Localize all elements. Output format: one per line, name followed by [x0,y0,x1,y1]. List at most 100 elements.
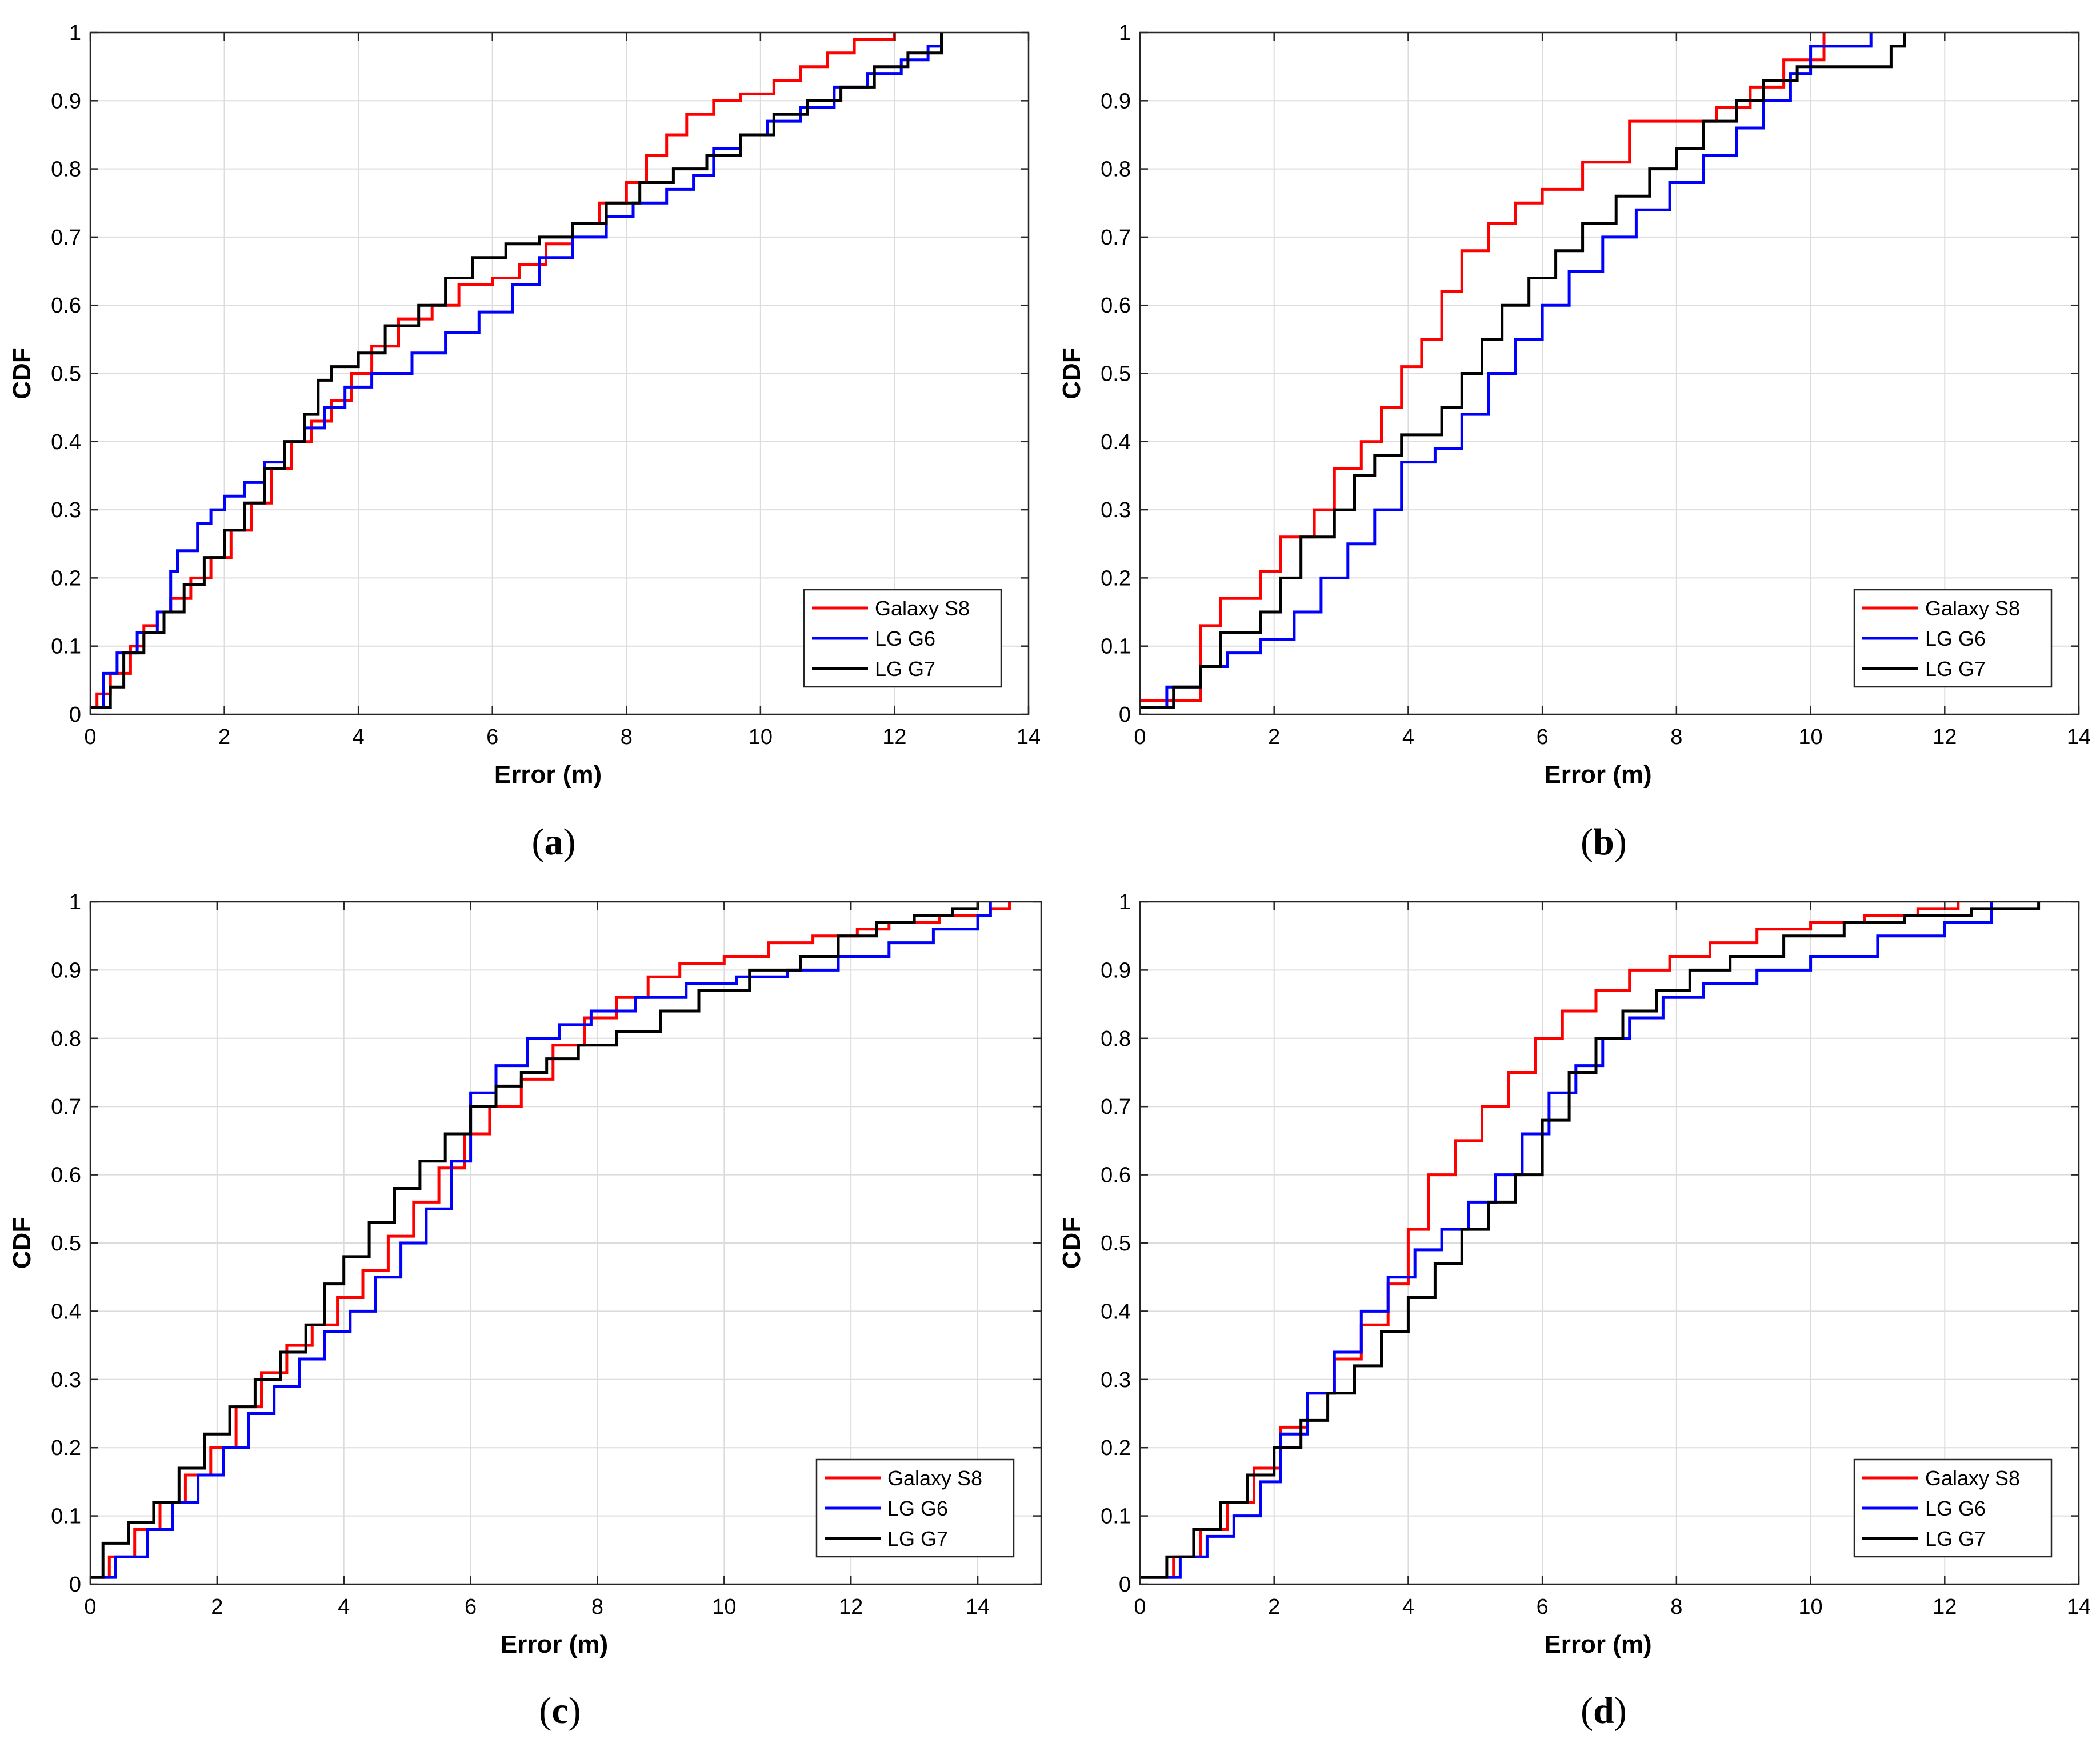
legend-label: LG G7 [1925,1527,1986,1550]
y-tick-label: 0.4 [1101,1300,1131,1324]
x-tick-label: 12 [1933,725,1957,749]
y-tick-label: 0 [69,1573,81,1597]
x-tick-label: 0 [84,725,96,749]
x-tick-label: 8 [1670,725,1682,749]
y-axis-label: CDF [8,347,36,399]
x-tick-label: 12 [1933,1595,1957,1619]
y-tick-label: 0.2 [1101,1436,1131,1460]
x-tick-label: 14 [966,1595,990,1619]
y-tick-label: 0.6 [51,1164,81,1188]
y-tick-label: 0.9 [1101,89,1131,113]
y-tick-label: 1 [1119,890,1131,914]
panel-b: 00.10.20.30.40.50.60.70.80.910 2 4 6 8 10 12 14… [1058,21,2091,863]
series-line-lg-g7 [90,33,943,709]
legend-label: LG G6 [1925,627,1986,650]
y-tick-label: 0.1 [1101,1505,1131,1529]
legend-label: LG G6 [887,1497,948,1520]
series-line-lg-g7 [1140,33,1906,709]
x-tick-label: 4 [338,1595,350,1619]
x-tick-label: 10 [1798,725,1822,749]
x-tick-label: 8 [591,1595,603,1619]
y-tick-label: 0 [69,703,81,727]
y-tick-label: 0.1 [51,1505,81,1529]
panel-a: 00.10.20.30.40.50.60.70.80.910 2 4 6 8 10 12 14… [8,21,1041,863]
x-tick-label: 4 [1402,1595,1414,1619]
panel-c: 00.10.20.30.40.50.60.70.80.910 2 4 6 8 10 12 14… [8,890,1042,1732]
x-tick-label: 14 [2067,1595,2091,1619]
y-tick-label: 0.6 [51,294,81,318]
y-tick-label: 0.5 [51,1232,81,1256]
panel-caption: (a) [532,821,576,863]
y-tick-label: 0.5 [51,362,81,386]
x-axis-label: Error (m) [1544,1630,1651,1658]
y-tick-label: 0.9 [51,89,81,113]
y-tick-label: 0.6 [1101,1164,1131,1188]
x-tick-label: 2 [211,1595,223,1619]
x-tick-label: 0 [1134,725,1146,749]
y-tick-label: 0.7 [1101,1095,1131,1119]
legend-label: LG G7 [1925,657,1986,681]
x-axis-label: Error (m) [501,1630,608,1658]
legend-label: Galaxy S8 [887,1466,982,1490]
x-tick-label: 8 [621,725,633,749]
x-tick-label: 6 [1537,1595,1549,1619]
x-tick-label: 2 [218,725,230,749]
series-line-galaxy-s8 [1140,902,1960,1579]
legend-label: LG G6 [875,627,935,650]
series-line-lg-g6 [90,902,992,1579]
y-tick-label: 0.3 [51,498,81,522]
panel-d: 00.10.20.30.40.50.60.70.80.910 2 4 6 8 10 12 14… [1058,890,2091,1732]
legend-label: Galaxy S8 [875,597,970,620]
panel-caption: (c) [539,1690,581,1732]
x-tick-label: 4 [1402,725,1414,749]
x-tick-label: 10 [1798,1595,1822,1619]
y-tick-label: 0.2 [51,566,81,590]
y-tick-label: 0.3 [1101,1368,1131,1392]
x-tick-label: 10 [712,1595,736,1619]
series-line-lg-g7 [1140,902,2041,1579]
x-tick-label: 10 [749,725,773,749]
series-line-lg-g7 [90,902,979,1579]
x-axis-label: Error (m) [1544,761,1651,789]
y-tick-label: 0.7 [51,1095,81,1119]
legend: Galaxy S8 LG G6 LG G7 [803,589,1002,688]
y-tick-label: 0 [1119,703,1131,727]
y-tick-label: 0.8 [1101,158,1131,182]
y-tick-label: 0 [1119,1573,1131,1597]
y-tick-label: 0.1 [51,635,81,659]
y-tick-label: 0.3 [51,1368,81,1392]
x-tick-label: 0 [84,1595,96,1619]
x-tick-label: 2 [1268,725,1280,749]
x-tick-label: 2 [1268,1595,1280,1619]
legend-label: LG G6 [1925,1497,1986,1520]
y-tick-label: 0.5 [1101,362,1131,386]
y-tick-label: 1 [69,21,81,45]
y-tick-label: 0.6 [1101,294,1131,318]
y-axis-label: CDF [1058,347,1086,399]
panel-caption: (d) [1581,1690,1627,1732]
x-tick-label: 12 [839,1595,863,1619]
y-tick-label: 0.7 [1101,226,1131,250]
x-tick-label: 12 [882,725,906,749]
x-tick-label: 14 [2067,725,2091,749]
y-axis-label: CDF [8,1217,36,1269]
x-tick-label: 4 [353,725,365,749]
legend-label: Galaxy S8 [1925,1466,2020,1490]
legend: Galaxy S8 LG G6 LG G7 [1853,589,2053,688]
y-tick-label: 0.5 [1101,1232,1131,1256]
x-tick-label: 6 [465,1595,477,1619]
panel-caption: (b) [1581,821,1627,863]
y-tick-label: 0.3 [1101,498,1131,522]
y-tick-label: 0.8 [1101,1027,1131,1051]
y-tick-label: 0.8 [51,158,81,182]
legend: Galaxy S8 LG G6 LG G7 [1853,1458,2053,1558]
x-tick-label: 0 [1134,1595,1146,1619]
series-line-lg-g6 [1140,33,1873,709]
y-tick-label: 1 [1119,21,1131,45]
x-tick-label: 8 [1670,1595,1682,1619]
legend-label: Galaxy S8 [1925,597,2020,620]
x-axis-label: Error (m) [494,761,602,789]
legend: Galaxy S8 LG G6 LG G7 [815,1458,1015,1558]
y-tick-label: 0.2 [51,1436,81,1460]
